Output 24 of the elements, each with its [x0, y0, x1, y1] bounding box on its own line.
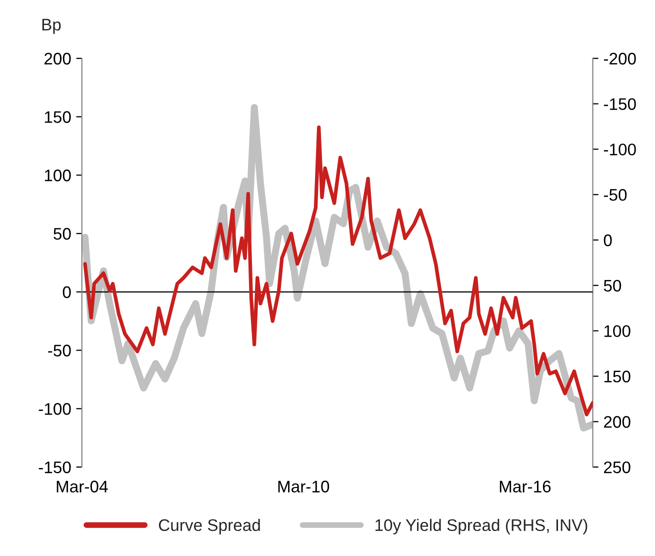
y-tick-label: 0	[62, 286, 71, 298]
y2-tick-label: 50	[604, 280, 622, 292]
y-tick-label: -150	[38, 461, 71, 474]
x-tick-label: Mar-10	[278, 480, 330, 492]
y2-tick-label: 250	[604, 461, 630, 474]
y-tick-label: 200	[44, 52, 71, 65]
y2-tick-label: 150	[604, 370, 630, 382]
y2-tick-label: 100	[604, 325, 630, 338]
y2-tick-label: -200	[604, 52, 636, 65]
y-tick-label: -50	[48, 344, 71, 356]
y-tick-label: 50	[54, 228, 71, 240]
y-axis-title: Bp	[42, 18, 61, 34]
legend-label: 10y Yield Spread (RHS, INV)	[376, 518, 588, 534]
y2-tick-label: -50	[604, 189, 627, 201]
y-tick-label: -100	[38, 403, 71, 415]
y2-tick-label: -150	[604, 98, 636, 110]
y2-tick-label: 0	[604, 234, 612, 246]
y-tick-label: 100	[44, 170, 71, 182]
x-tick-label: Mar-16	[500, 480, 551, 492]
legend-label: Curve Spread	[158, 518, 260, 534]
y-tick-label: 150	[44, 111, 71, 123]
x-tick-label: Mar-04	[56, 480, 108, 492]
y2-tick-label: -100	[604, 144, 636, 156]
y2-tick-label: 200	[604, 416, 630, 428]
